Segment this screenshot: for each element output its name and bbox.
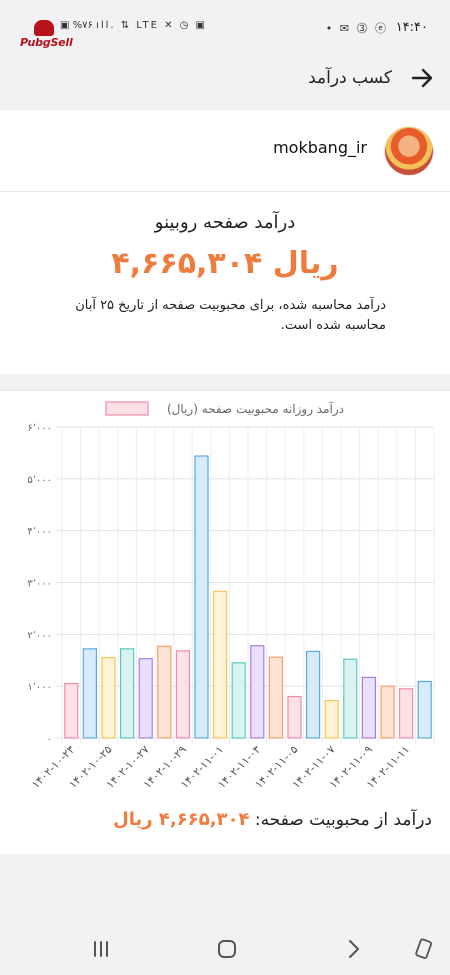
bar xyxy=(82,648,98,739)
bar xyxy=(324,700,339,739)
bar xyxy=(380,685,395,739)
status-bar: PubgSell ▣ %۷۶ ıll. ⇅ LTE ✕ ◷ ▣ • ✉ ⓷ ⓔ … xyxy=(0,0,450,50)
revenue-description: درآمد محاسبه شده، برای محبوبیت صفحه از ت… xyxy=(75,298,386,333)
bar xyxy=(119,648,135,739)
bar xyxy=(212,590,228,739)
bar xyxy=(343,658,358,739)
y-tick-label: ۱٬۰۰۰ xyxy=(27,682,52,693)
username: mokbang_ir xyxy=(273,138,367,157)
logo-badge-icon xyxy=(34,20,54,36)
back-arrow-icon[interactable] xyxy=(408,64,436,92)
logo-text: PubgSell xyxy=(20,36,73,49)
y-tick-label: ۵٬۰۰۰ xyxy=(27,475,52,486)
avatar xyxy=(384,126,434,176)
bar xyxy=(417,680,432,739)
total-label: درآمد از محبوبیت صفحه: xyxy=(254,810,432,830)
system-status-icons: ▣ %۷۶ ıll. ⇅ LTE ✕ ◷ ▣ xyxy=(60,20,208,31)
bar xyxy=(231,662,246,739)
legend-swatch xyxy=(105,401,149,416)
y-tick-label: ۶٬۰۰۰ xyxy=(27,423,52,434)
total-value: ۴,۶۶۵,۳۰۴ ریال xyxy=(113,809,250,830)
app-header: کسب درآمد xyxy=(0,50,450,110)
chart-card: درآمد روزانه محبوبیت صفحه (ریال) ۰ ۱٬۰۰۰ ۲٬… xyxy=(0,390,450,854)
bar xyxy=(138,658,153,739)
bar xyxy=(361,676,377,739)
bar xyxy=(157,645,172,739)
daily-revenue-chart: درآمد روزانه محبوبیت صفحه (ریال) ۰ ۱٬۰۰۰ ۲٬… xyxy=(27,401,435,791)
profile-row[interactable]: mokbang_ir xyxy=(0,110,450,192)
total-line: درآمد از محبوبیت صفحه: ۴,۶۶۵,۳۰۴ ریال xyxy=(113,809,432,830)
bar xyxy=(398,688,414,739)
status-time: ۱۴:۴۰ xyxy=(395,20,428,35)
revenue-amount: ۴,۶۶۵,۳۰۴ ریال xyxy=(111,246,339,281)
back-icon[interactable] xyxy=(340,936,366,962)
bar xyxy=(305,650,321,739)
bar xyxy=(175,650,191,739)
bar xyxy=(101,657,116,739)
android-navbar xyxy=(0,922,450,975)
bar xyxy=(64,682,79,739)
notification-icons: • ✉ ⓷ ⓔ xyxy=(325,22,388,35)
bar xyxy=(250,645,265,739)
y-tick-label: ۰ xyxy=(47,734,52,745)
legend-label: درآمد روزانه محبوبیت صفحه (ریال) xyxy=(167,401,344,417)
y-tick-label: ۲٬۰۰۰ xyxy=(27,630,52,641)
bar xyxy=(194,455,209,739)
recent-apps-icon[interactable] xyxy=(88,936,114,962)
bar xyxy=(287,695,302,739)
revenue-heading: درآمد صفحه روبینو xyxy=(154,212,296,233)
page-title: کسب درآمد xyxy=(308,68,392,88)
home-icon[interactable] xyxy=(214,936,240,962)
y-tick-label: ۴٬۰۰۰ xyxy=(27,527,52,538)
pubgsell-logo: PubgSell xyxy=(20,20,73,49)
bar xyxy=(268,656,284,739)
y-tick-label: ۳٬۰۰۰ xyxy=(27,579,52,590)
rotate-screen-icon[interactable] xyxy=(410,936,436,962)
revenue-card: درآمد صفحه روبینو ۴,۶۶۵,۳۰۴ ریال درآمد م… xyxy=(0,192,450,374)
